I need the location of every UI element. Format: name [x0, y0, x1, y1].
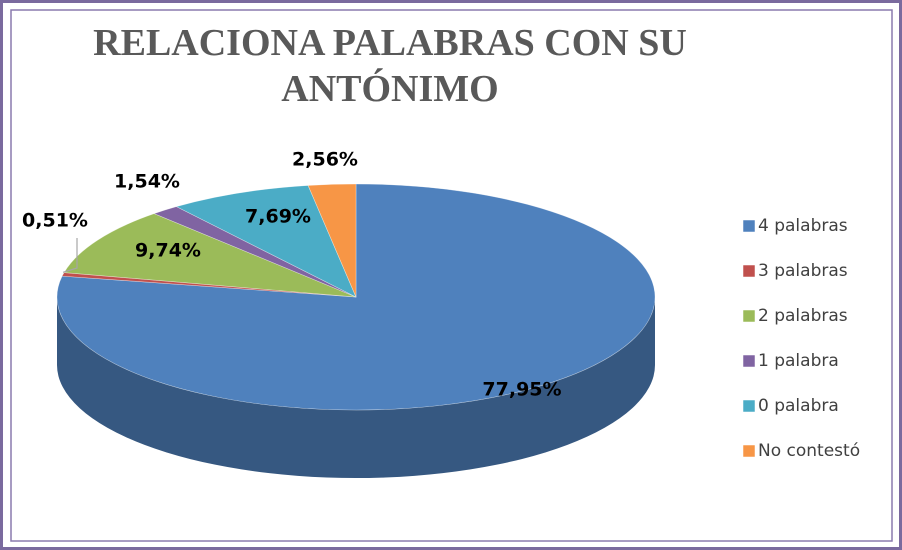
slice	[175, 185, 357, 298]
data-label: 7,69%	[245, 206, 311, 228]
legend-marker	[742, 444, 756, 458]
legend-label: No contestó	[758, 441, 860, 461]
data-label: 9,74%	[135, 240, 201, 262]
legend-label: 3 palabras	[758, 261, 848, 281]
data-label: 77,95%	[482, 379, 561, 401]
legend-label: 0 palabra	[758, 396, 839, 416]
slice	[63, 213, 357, 298]
leader-line	[62, 238, 78, 273]
slice	[56, 183, 656, 411]
legend-label: 1 palabra	[758, 351, 839, 371]
legend-marker	[742, 309, 756, 323]
slice-side	[57, 297, 655, 478]
legend-marker	[742, 399, 756, 413]
slice	[307, 183, 357, 298]
legend-label: 2 palabras	[758, 306, 848, 326]
legend-marker	[742, 354, 756, 368]
chart-title: RELACIONA PALABRAS CON SU ANTÓNIMO	[93, 22, 687, 110]
inner-frame	[10, 9, 893, 542]
legend-label: 4 palabras	[758, 216, 848, 236]
legend-marker	[742, 264, 756, 278]
legend-marker	[742, 219, 756, 233]
data-label: 2,56%	[292, 149, 358, 171]
data-label: 0,51%	[22, 210, 88, 232]
data-label: 1,54%	[114, 171, 180, 193]
